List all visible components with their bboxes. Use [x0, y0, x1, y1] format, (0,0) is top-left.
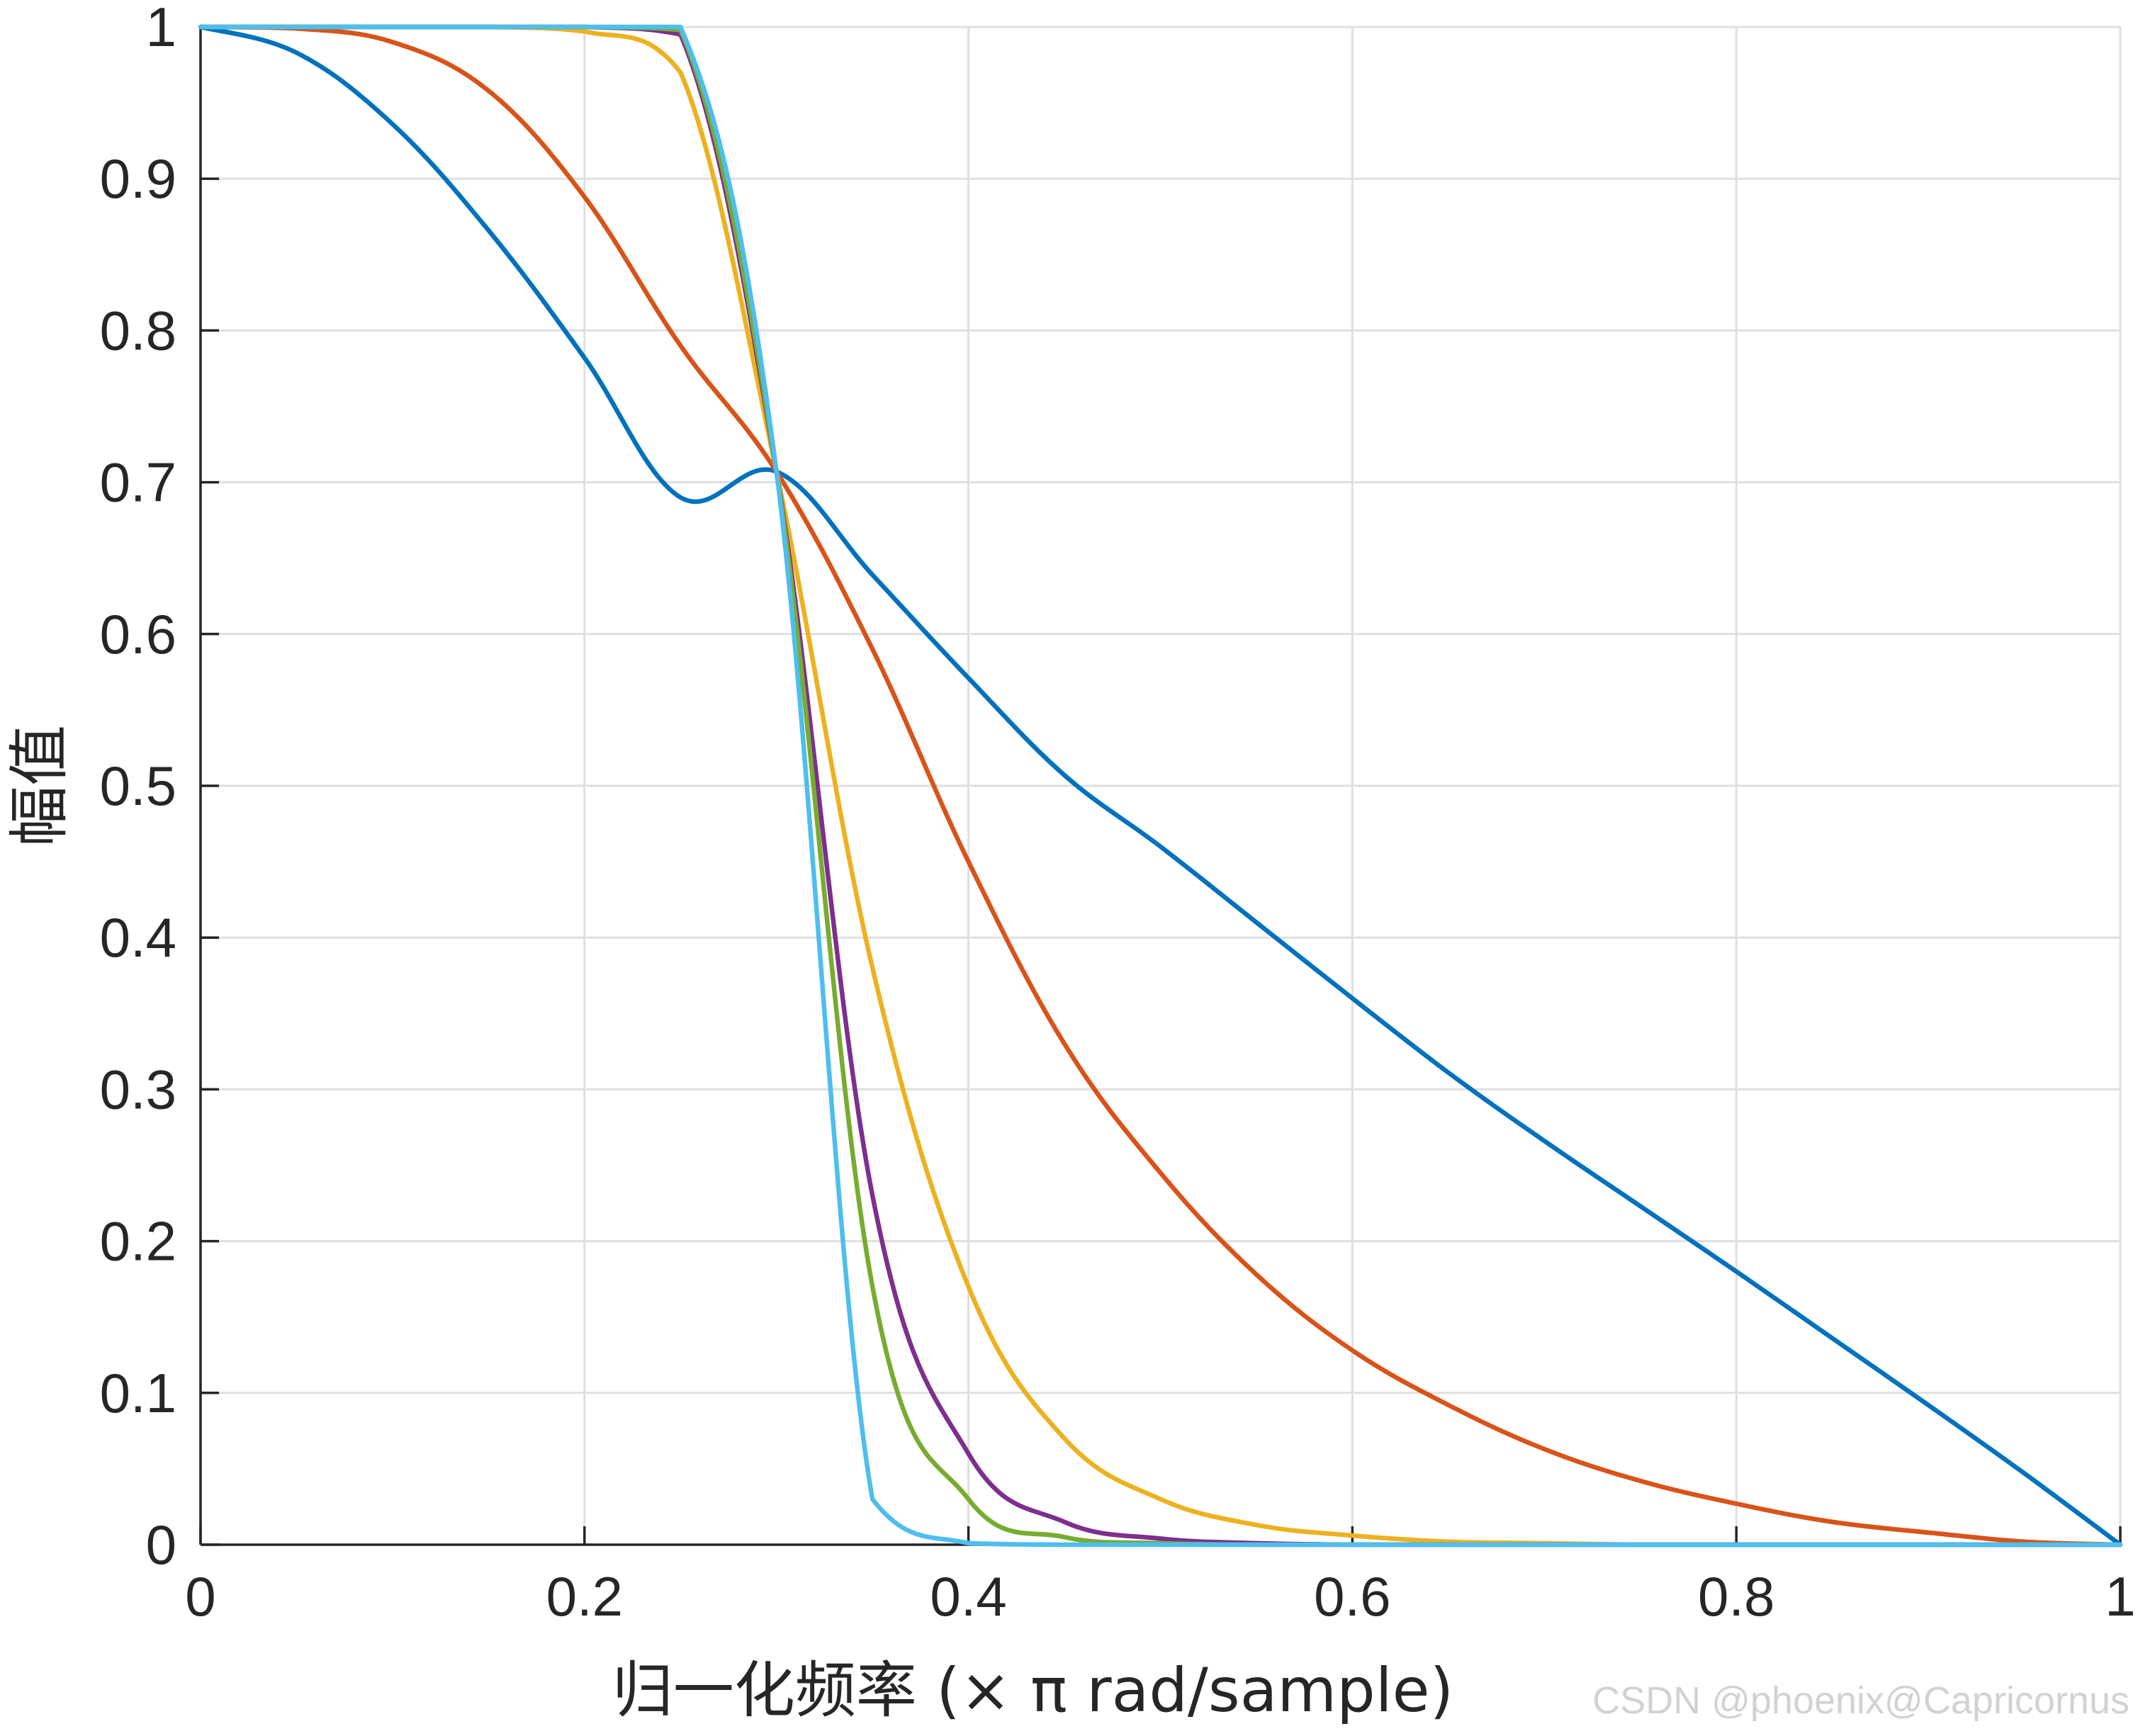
y-tick-label: 0.6 [100, 603, 176, 665]
y-axis-label: 幅值 [4, 725, 75, 847]
series-line-orange [198, 24, 2123, 1548]
y-tick-label: 0.9 [100, 147, 176, 210]
y-tick-label: 0.4 [100, 906, 176, 969]
series-layer [198, 24, 2123, 1548]
y-tick-label: 0.1 [100, 1362, 176, 1424]
x-axis-label: 归一化频率 (× π rad/sample) [612, 1655, 1453, 1726]
y-tick-label: 1 [146, 0, 176, 58]
x-tick-label: 0.4 [930, 1565, 1006, 1628]
labels-layer: 归一化频率 (× π rad/sample) 幅值 CSDN @phoenix@… [4, 725, 2129, 1726]
series-line-blue [198, 24, 2123, 1548]
y-tick-label: 0.7 [100, 451, 176, 514]
x-tick-label: 0.8 [1698, 1565, 1774, 1628]
x-tick-label: 0 [185, 1565, 215, 1628]
y-tick-label: 0 [146, 1514, 176, 1576]
x-tick-label: 1 [2105, 1565, 2135, 1628]
grid-layer [201, 26, 2122, 1545]
watermark-text: CSDN @phoenix@Capricornus [1592, 1679, 2129, 1722]
axes-layer: 0 0.2 0.4 0.6 0.8 1 0 0.1 0.2 0.3 0.4 0.5 0.6 0.7 0.8 0… [100, 0, 2136, 1628]
y-tick-label: 0.8 [100, 299, 176, 361]
series-line-cyan [198, 24, 2123, 1548]
y-tick-label: 0.5 [100, 755, 176, 817]
y-tick-label: 0.3 [100, 1058, 176, 1120]
x-tick-label: 0.6 [1314, 1565, 1390, 1628]
x-tick-label: 0.2 [546, 1565, 623, 1628]
y-tick-label: 0.2 [100, 1210, 176, 1273]
